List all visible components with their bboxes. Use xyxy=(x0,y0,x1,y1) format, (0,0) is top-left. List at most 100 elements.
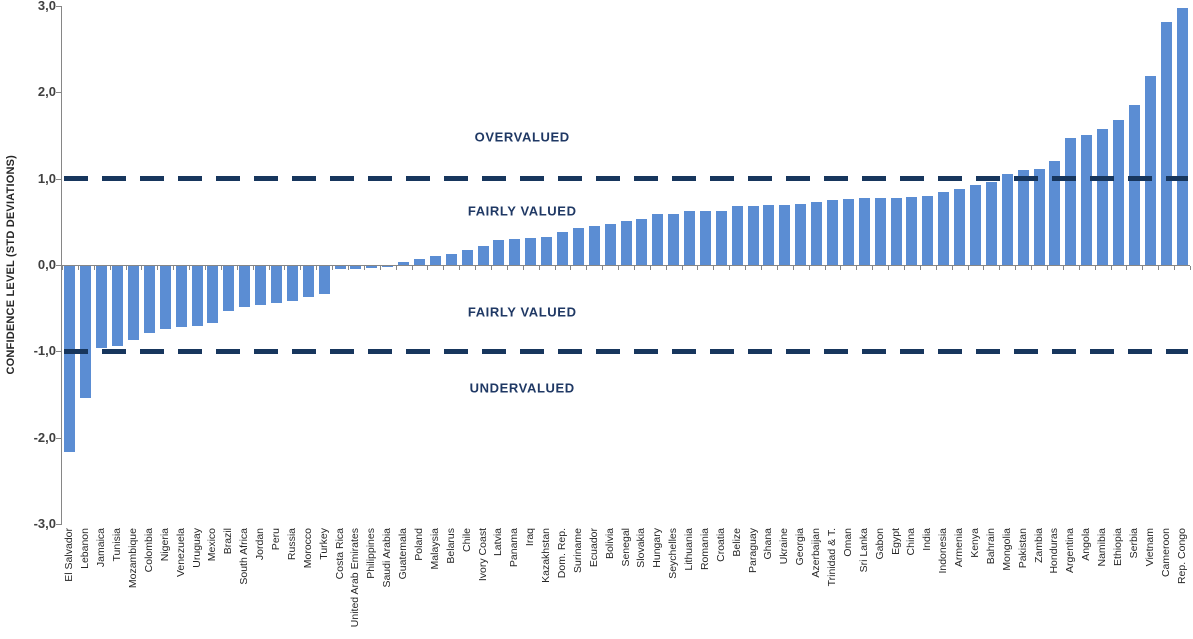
y-axis-tick xyxy=(56,351,61,353)
category-tick xyxy=(824,266,826,270)
category-label: Georgia xyxy=(794,528,807,566)
bar-uruguay xyxy=(191,266,203,326)
bar-ecuador xyxy=(588,226,600,265)
bar-venezuela xyxy=(175,266,187,328)
category-label: Russia xyxy=(285,528,298,561)
category-tick xyxy=(204,266,206,270)
category-tick xyxy=(808,266,810,270)
category-label: Bolivia xyxy=(603,528,616,559)
category-tick xyxy=(1031,266,1033,270)
category-label: Kazakhstan xyxy=(540,528,553,583)
bar-argentina xyxy=(1065,138,1077,265)
category-tick xyxy=(379,266,381,270)
category-tick xyxy=(919,266,921,270)
bar-ethiopia xyxy=(1113,119,1124,265)
category-label: El Salvador xyxy=(63,528,76,582)
category-tick xyxy=(904,266,906,270)
category-label: Chile xyxy=(460,528,473,552)
category-label: China xyxy=(905,528,918,556)
y-axis-tick-label: -3,0 xyxy=(33,516,56,531)
category-tick xyxy=(522,266,524,270)
category-label: South Africa xyxy=(238,528,251,585)
reference-line-plus1 xyxy=(64,176,1188,182)
category-tick xyxy=(1047,266,1048,270)
category-tick xyxy=(618,266,620,270)
bar-egypt xyxy=(890,197,902,265)
bar-bolivia xyxy=(604,223,616,265)
category-label: Dom. Rep. xyxy=(555,528,568,579)
zone-label-undervalued: UNDERVALUED xyxy=(469,380,575,396)
category-label: India xyxy=(921,528,934,551)
category-tick xyxy=(554,266,556,270)
bar-kazakhstan xyxy=(541,236,553,265)
bar-angola xyxy=(1081,134,1093,265)
category-label: Hungary xyxy=(651,528,664,568)
category-label: Ghana xyxy=(762,528,775,560)
bar-georgia xyxy=(795,203,807,265)
category-tick xyxy=(967,266,969,270)
category-tick xyxy=(125,266,127,270)
bar-seychelles xyxy=(668,214,680,265)
y-axis-tick-label: -2,0 xyxy=(33,429,56,445)
category-label: Croatia xyxy=(714,528,727,562)
category-tick xyxy=(999,266,1001,270)
y-axis-tick-label: 3,0 xyxy=(37,0,56,13)
reference-line-minus1 xyxy=(64,348,1188,354)
bar-russia xyxy=(286,266,298,302)
category-label: Senegal xyxy=(619,528,632,567)
bar-jordan xyxy=(255,266,267,305)
category-label: Venezuela xyxy=(174,528,187,578)
bar-trinidad-t- xyxy=(827,200,839,265)
category-label: Malaysia xyxy=(428,528,441,570)
category-label: Romania xyxy=(698,528,711,571)
category-tick xyxy=(649,266,651,270)
bar-south-africa xyxy=(239,266,251,307)
category-label: Lithuania xyxy=(683,528,696,571)
category-tick xyxy=(62,266,63,270)
category-tick xyxy=(189,266,191,270)
y-axis-tick xyxy=(56,437,61,439)
bar-chile xyxy=(461,250,473,265)
category-tick xyxy=(1174,266,1176,270)
y-axis-tick-label: -1,0 xyxy=(33,343,56,359)
category-label: Armenia xyxy=(953,528,966,568)
bar-mongolia xyxy=(1001,174,1013,265)
category-tick xyxy=(490,266,492,270)
category-label: Colombia xyxy=(142,528,155,573)
y-axis-tick-label: 2,0 xyxy=(37,84,56,100)
category-label: Philippines xyxy=(365,528,378,579)
category-label: Slovakia xyxy=(635,528,648,568)
category-tick xyxy=(316,266,318,270)
category-tick xyxy=(586,266,588,270)
bar-ghana xyxy=(763,205,775,265)
bar-namibia xyxy=(1097,128,1109,265)
bar-kenya xyxy=(970,184,982,265)
category-tick xyxy=(109,266,111,270)
y-axis-tick-label: 0,0 xyxy=(37,257,56,272)
category-label: Tunisia xyxy=(111,528,124,562)
bar-costa-rica xyxy=(334,266,346,269)
category-label: Lebanon xyxy=(79,528,92,569)
category-label: Cameroon xyxy=(1159,528,1172,578)
category-tick xyxy=(506,266,508,270)
bar-morocco xyxy=(302,266,314,298)
category-label: Nigeria xyxy=(158,528,171,562)
category-tick xyxy=(633,266,635,270)
bar-ivory-coast xyxy=(477,246,489,265)
bar-lithuania xyxy=(684,211,696,265)
category-label: Belarus xyxy=(444,528,457,564)
category-tick xyxy=(363,266,365,270)
bar-india xyxy=(922,195,934,265)
category-label: Ivory Coast xyxy=(476,528,489,582)
category-tick xyxy=(395,266,397,270)
bar-mexico xyxy=(207,266,219,323)
category-tick xyxy=(141,266,143,270)
bar-gabon xyxy=(874,197,886,265)
category-tick xyxy=(792,266,794,270)
category-tick xyxy=(840,266,842,270)
category-tick xyxy=(443,266,445,270)
bar-rep-congo xyxy=(1176,7,1188,265)
zone-label-overvalued: OVERVALUED xyxy=(474,129,570,145)
bar-mozambique xyxy=(127,266,139,341)
